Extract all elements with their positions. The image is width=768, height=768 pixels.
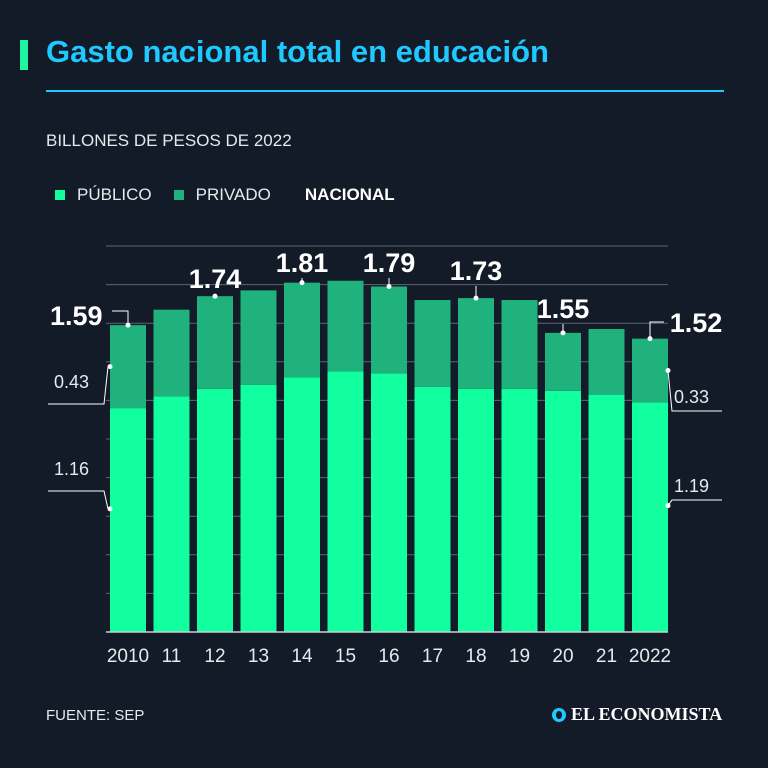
total-leader-line (112, 310, 129, 326)
total-value-label: 1.73 (450, 256, 503, 286)
segment-value-label: 0.33 (674, 387, 709, 407)
total-marker (386, 284, 392, 290)
bar-privado (327, 280, 364, 372)
bar-publico (284, 377, 320, 632)
bar-privado (240, 290, 277, 385)
bar-publico (110, 408, 146, 632)
legend-item-publico: PÚBLICO (55, 185, 152, 205)
legend-label-publico: PÚBLICO (77, 185, 152, 204)
bar-publico (632, 402, 668, 632)
bar-privado (153, 309, 190, 397)
bar-privado (371, 286, 407, 374)
brand-logo: EL ECONOMISTA (552, 704, 722, 725)
total-value-label: 1.59 (50, 301, 103, 331)
segment-leader-line (48, 490, 109, 509)
bar-publico (327, 371, 364, 632)
bar-publico (197, 388, 233, 632)
bar-privado (632, 338, 668, 403)
bar-publico (458, 388, 494, 632)
legend-item-privado: PRIVADO (173, 185, 271, 205)
chart-subtitle: BILLONES DE PESOS DE 2022 (46, 131, 292, 150)
segment-value-label: 1.16 (54, 459, 89, 479)
x-tick-label: 16 (378, 646, 399, 667)
segment-marker (107, 506, 113, 512)
bar-privado (458, 298, 494, 389)
total-marker (299, 280, 305, 286)
bar-privado (414, 300, 451, 387)
bar-privado (284, 282, 320, 378)
x-tick-label: 19 (509, 646, 530, 667)
total-value-label: 1.55 (537, 294, 590, 324)
legend-label-nacional: NACIONAL (304, 185, 395, 204)
title-divider (46, 90, 724, 92)
total-marker (473, 295, 479, 301)
bar-publico (240, 384, 277, 632)
bar-publico (414, 386, 451, 632)
total-marker (647, 336, 653, 342)
total-marker (212, 293, 218, 299)
x-tick-label: 12 (204, 646, 225, 667)
brand-name: EL ECONOMISTA (571, 704, 723, 724)
chart-title: Gasto nacional total en educación (46, 34, 549, 69)
x-tick-label: 15 (335, 646, 356, 667)
bar-publico (153, 396, 190, 632)
bar-publico (501, 388, 538, 632)
legend: PÚBLICO PRIVADO NACIONAL (55, 185, 395, 205)
segment-leader-line (667, 499, 722, 506)
bar-privado (545, 332, 581, 391)
segment-leader-line (48, 366, 109, 405)
brand-icon (552, 707, 566, 722)
segment-marker (665, 367, 671, 373)
x-tick-label: 13 (248, 646, 269, 667)
source-note: FUENTE: SEP (46, 707, 145, 724)
x-tick-label: 14 (291, 646, 313, 667)
legend-swatch-privado (173, 190, 184, 200)
segment-leader-line (667, 370, 722, 412)
x-tick-label: 18 (465, 646, 486, 667)
segment-marker (107, 364, 113, 370)
total-value-label: 1.52 (670, 308, 723, 338)
total-marker (125, 322, 131, 328)
x-tick-label: 11 (162, 646, 182, 667)
total-leader-line (649, 321, 664, 339)
legend-label-privado: PRIVADO (195, 185, 271, 204)
bar-publico (588, 394, 625, 632)
x-tick-label: 2022 (629, 646, 671, 667)
segment-value-label: 1.19 (674, 476, 709, 496)
x-tick-label: 2010 (107, 646, 149, 667)
segment-value-label: 0.43 (54, 372, 89, 392)
bar-privado (501, 300, 538, 389)
bar-privado (588, 328, 625, 395)
title-accent-bar (20, 40, 28, 70)
legend-swatch-publico (55, 190, 65, 200)
x-tick-label: 21 (596, 646, 617, 667)
bar-publico (545, 390, 581, 632)
bar-publico (371, 373, 407, 632)
segment-marker (665, 503, 671, 509)
bar-privado (110, 325, 146, 409)
total-marker (560, 330, 566, 336)
total-value-label: 1.79 (363, 248, 416, 278)
total-value-label: 1.81 (276, 248, 329, 278)
bar-privado (197, 296, 233, 389)
total-value-label: 1.74 (189, 264, 242, 294)
x-tick-label: 20 (552, 646, 573, 667)
x-tick-label: 17 (422, 646, 443, 667)
